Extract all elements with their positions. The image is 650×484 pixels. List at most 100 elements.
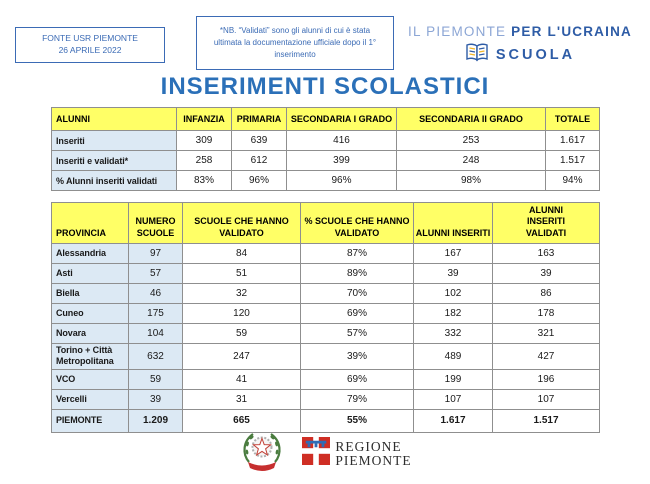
table-cell: 120	[182, 302, 301, 324]
table-row: Torino + Città Metropolitana 632 247 39%…	[51, 342, 600, 370]
column-header: ALUNNI INSERITI	[413, 202, 493, 244]
table-cell: 196	[492, 368, 600, 390]
row-label: Alessandria	[51, 242, 129, 264]
page-title: INSERIMENTI SCOLASTICI	[160, 73, 490, 100]
table-row: VCO 59 41 69% 199 196	[51, 368, 600, 390]
row-label: Biella	[51, 282, 129, 304]
column-header: SECONDARIA I GRADO	[286, 107, 397, 131]
brand-block: IL PIEMONTE PER L'UCRAINA SCUOLA	[398, 24, 642, 67]
source-box: FONTE USR PIEMONTE 26 APRILE 2022	[15, 27, 165, 63]
table-cell: 104	[128, 322, 183, 344]
table-cell: 39	[413, 262, 493, 284]
table-cell: 57%	[300, 322, 414, 344]
column-header: % SCUOLE CHE HANNO VALIDATO	[300, 202, 414, 244]
table-cell: 107	[413, 388, 493, 410]
table-cell: 248	[396, 150, 546, 171]
table-cell: 247	[182, 342, 301, 370]
table-cell: 83%	[176, 170, 232, 191]
table-cell: 79%	[300, 388, 414, 410]
table-cell: 612	[231, 150, 287, 171]
row-label: Novara	[51, 322, 129, 344]
column-header: SECONDARIA II GRADO	[396, 107, 546, 131]
table-cell: 1.517	[545, 150, 600, 171]
column-header: PRIMARIA	[231, 107, 287, 131]
table-cell: 51	[182, 262, 301, 284]
table-row: Alessandria 97 84 87% 167 163	[51, 242, 600, 264]
row-label: Inseriti	[51, 130, 177, 151]
table-cell: 46	[128, 282, 183, 304]
table-cell: 332	[413, 322, 493, 344]
table-cell: 1.617	[545, 130, 600, 151]
table-row: Inseriti 309 639 416 253 1.617	[51, 130, 600, 151]
table-cell: 309	[176, 130, 232, 151]
table-row: Inseriti e validati* 258 612 399 248 1.5…	[51, 150, 600, 171]
table-cell: 98%	[396, 170, 546, 191]
column-header: ALUNNI INSERITI VALIDATI	[492, 202, 600, 244]
brand-title-light: IL PIEMONTE	[408, 24, 507, 39]
table-cell: 39%	[300, 342, 414, 370]
table-cell: 96%	[286, 170, 397, 191]
table-row: Vercelli 39 31 79% 107 107	[51, 388, 600, 410]
table-cell: 59	[128, 368, 183, 390]
table-cell: 427	[492, 342, 600, 370]
table-cell: 89%	[300, 262, 414, 284]
note-box: *NB. “Validati” sono gli alunni di cui è…	[196, 16, 394, 70]
brand-subline: SCUOLA	[398, 43, 642, 67]
table-cell: 102	[413, 282, 493, 304]
row-label: % Alunni inseriti validati	[51, 170, 177, 191]
table-cell: 253	[396, 130, 546, 151]
table-row: Asti 57 51 89% 39 39	[51, 262, 600, 284]
table-cell: 87%	[300, 242, 414, 264]
row-label: Torino + Città Metropolitana	[51, 342, 129, 370]
column-header: SCUOLE CHE HANNO VALIDATO	[182, 202, 301, 244]
table-cell: 84	[182, 242, 301, 264]
table-cell: 59	[182, 322, 301, 344]
row-label: Inseriti e validati*	[51, 150, 177, 171]
regione-piemonte-shield-icon	[302, 437, 331, 470]
table-cell: 321	[492, 322, 600, 344]
table-cell: 57	[128, 262, 183, 284]
table-row: % Alunni inseriti validati 83% 96% 96% 9…	[51, 170, 600, 191]
table-cell: 178	[492, 302, 600, 324]
table-cell: 96%	[231, 170, 287, 191]
table-cell: 258	[176, 150, 232, 171]
row-label: VCO	[51, 368, 129, 390]
table-cell: 175	[128, 302, 183, 324]
table-cell: 399	[286, 150, 397, 171]
table-cell: 1.209	[128, 408, 183, 433]
table-cell: 32	[182, 282, 301, 304]
table-cell: 182	[413, 302, 493, 324]
row-label: Cuneo	[51, 302, 129, 324]
row-label: Vercelli	[51, 388, 129, 410]
column-header: INFANZIA	[176, 107, 232, 131]
row-label: PIEMONTE	[51, 408, 129, 433]
regione-line1: REGIONE	[335, 438, 402, 454]
table-cell: 107	[492, 388, 600, 410]
table-cell: 665	[182, 408, 301, 433]
alunni-header-row: ALUNNI INFANZIA PRIMARIA SECONDARIA I GR…	[51, 107, 600, 131]
table-row: Biella 46 32 70% 102 86	[51, 282, 600, 304]
province-header-row: PROVINCIA NUMERO SCUOLE SCUOLE CHE HANNO…	[51, 202, 600, 244]
table-cell: 632	[128, 342, 183, 370]
table-cell: 97	[128, 242, 183, 264]
table-cell: 69%	[300, 368, 414, 390]
table-cell: 69%	[300, 302, 414, 324]
table-row: Novara 104 59 57% 332 321	[51, 322, 600, 344]
table-cell: 39	[492, 262, 600, 284]
brand-title: IL PIEMONTE PER L'UCRAINA	[398, 24, 642, 39]
note-text: *NB. “Validati” sono gli alunni di cui è…	[213, 26, 377, 59]
table-cell: 416	[286, 130, 397, 151]
row-label: Asti	[51, 262, 129, 284]
table-total-row: PIEMONTE 1.209 665 55% 1.617 1.517	[51, 408, 600, 433]
table-cell: 639	[231, 130, 287, 151]
alunni-table: ALUNNI INFANZIA PRIMARIA SECONDARIA I GR…	[51, 107, 600, 191]
source-line1: FONTE USR PIEMONTE	[42, 33, 138, 44]
table-cell: 86	[492, 282, 600, 304]
table-cell: 31	[182, 388, 301, 410]
table-cell: 94%	[545, 170, 600, 191]
column-header: ALUNNI	[51, 107, 177, 131]
regione-piemonte-wordmark: REGIONE PIEMONTE	[335, 438, 411, 468]
brand-title-bold: PER L'UCRAINA	[511, 24, 632, 39]
table-cell: 163	[492, 242, 600, 264]
column-header: NUMERO SCUOLE	[128, 202, 183, 244]
